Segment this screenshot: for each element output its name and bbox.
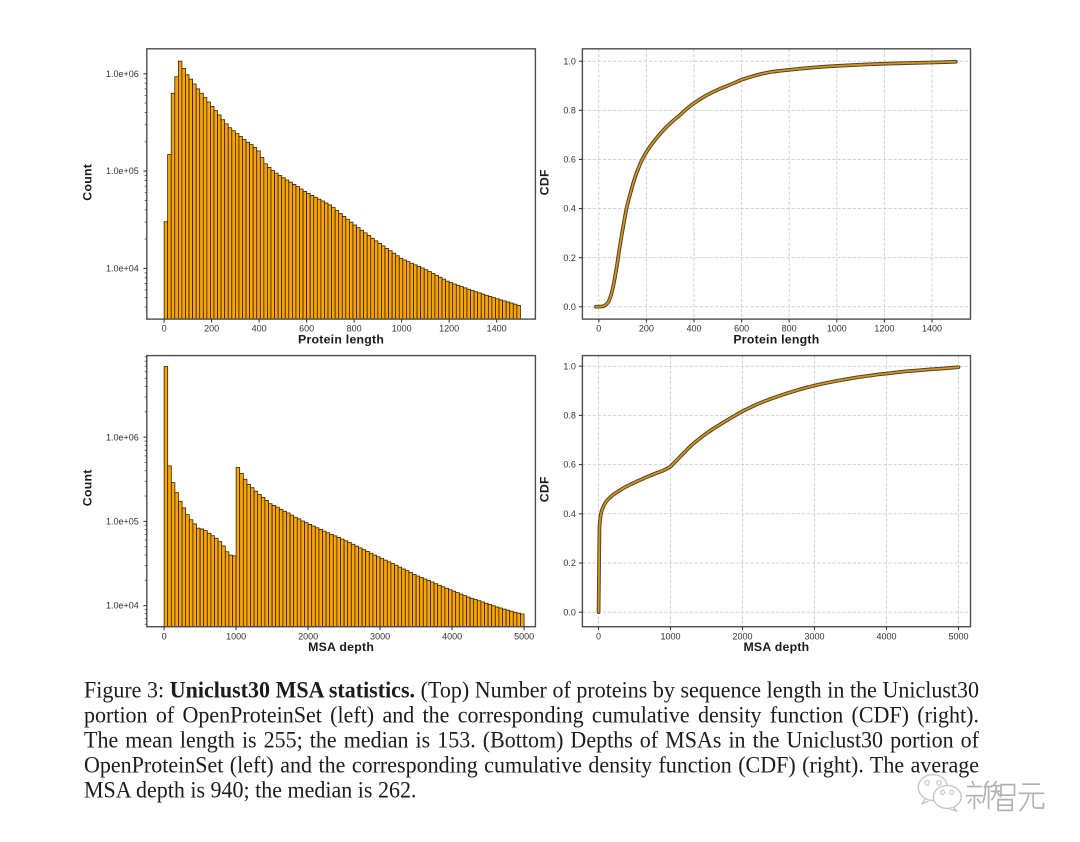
- svg-text:0.2: 0.2: [563, 253, 576, 263]
- svg-text:Protein length: Protein length: [298, 333, 384, 347]
- svg-text:MSA depth: MSA depth: [743, 640, 809, 654]
- svg-text:800: 800: [782, 324, 797, 334]
- svg-text:1000: 1000: [392, 324, 412, 334]
- svg-text:0.4: 0.4: [563, 509, 576, 519]
- svg-text:1.0: 1.0: [563, 56, 576, 66]
- svg-text:4000: 4000: [876, 631, 896, 641]
- svg-text:200: 200: [204, 324, 219, 334]
- svg-text:Protein length: Protein length: [733, 333, 819, 347]
- svg-text:0.0: 0.0: [563, 302, 576, 312]
- svg-text:0.4: 0.4: [563, 204, 576, 214]
- svg-text:400: 400: [686, 324, 701, 334]
- svg-text:3000: 3000: [804, 631, 824, 641]
- svg-text:4000: 4000: [442, 631, 462, 641]
- svg-text:5000: 5000: [514, 631, 534, 641]
- svg-text:0: 0: [596, 631, 601, 641]
- svg-text:800: 800: [347, 324, 362, 334]
- svg-text:Count: Count: [81, 164, 95, 201]
- svg-text:1.0e+05: 1.0e+05: [106, 166, 139, 176]
- svg-text:0: 0: [162, 324, 167, 334]
- svg-text:0: 0: [596, 324, 601, 334]
- svg-text:1.0e+04: 1.0e+04: [106, 601, 139, 611]
- svg-text:0.6: 0.6: [563, 460, 576, 470]
- svg-text:5000: 5000: [948, 631, 968, 641]
- svg-text:0.8: 0.8: [563, 105, 576, 115]
- svg-text:600: 600: [734, 324, 749, 334]
- svg-text:2000: 2000: [732, 631, 752, 641]
- svg-text:1000: 1000: [660, 631, 680, 641]
- svg-text:CDF: CDF: [538, 476, 552, 502]
- svg-text:Count: Count: [81, 469, 95, 506]
- svg-text:0.0: 0.0: [563, 607, 576, 617]
- svg-text:2000: 2000: [298, 631, 318, 641]
- svg-text:1.0e+05: 1.0e+05: [106, 517, 139, 527]
- svg-text:1000: 1000: [827, 324, 847, 334]
- svg-text:1200: 1200: [439, 324, 459, 334]
- svg-text:400: 400: [252, 324, 267, 334]
- svg-text:600: 600: [299, 324, 314, 334]
- svg-text:1200: 1200: [874, 324, 894, 334]
- svg-text:3000: 3000: [370, 631, 390, 641]
- svg-text:1400: 1400: [487, 324, 507, 334]
- svg-text:1000: 1000: [226, 631, 246, 641]
- svg-text:1.0e+04: 1.0e+04: [106, 264, 139, 274]
- svg-text:MSA depth: MSA depth: [308, 640, 374, 654]
- svg-text:1.0: 1.0: [563, 361, 576, 371]
- svg-text:0.6: 0.6: [563, 155, 576, 165]
- svg-text:0.8: 0.8: [563, 411, 576, 421]
- svg-text:1.0e+06: 1.0e+06: [106, 69, 139, 79]
- svg-text:1400: 1400: [922, 324, 942, 334]
- svg-text:200: 200: [639, 324, 654, 334]
- svg-text:0.2: 0.2: [563, 558, 576, 568]
- svg-text:1.0e+06: 1.0e+06: [106, 432, 139, 442]
- svg-text:0: 0: [162, 631, 167, 641]
- svg-text:CDF: CDF: [538, 169, 552, 195]
